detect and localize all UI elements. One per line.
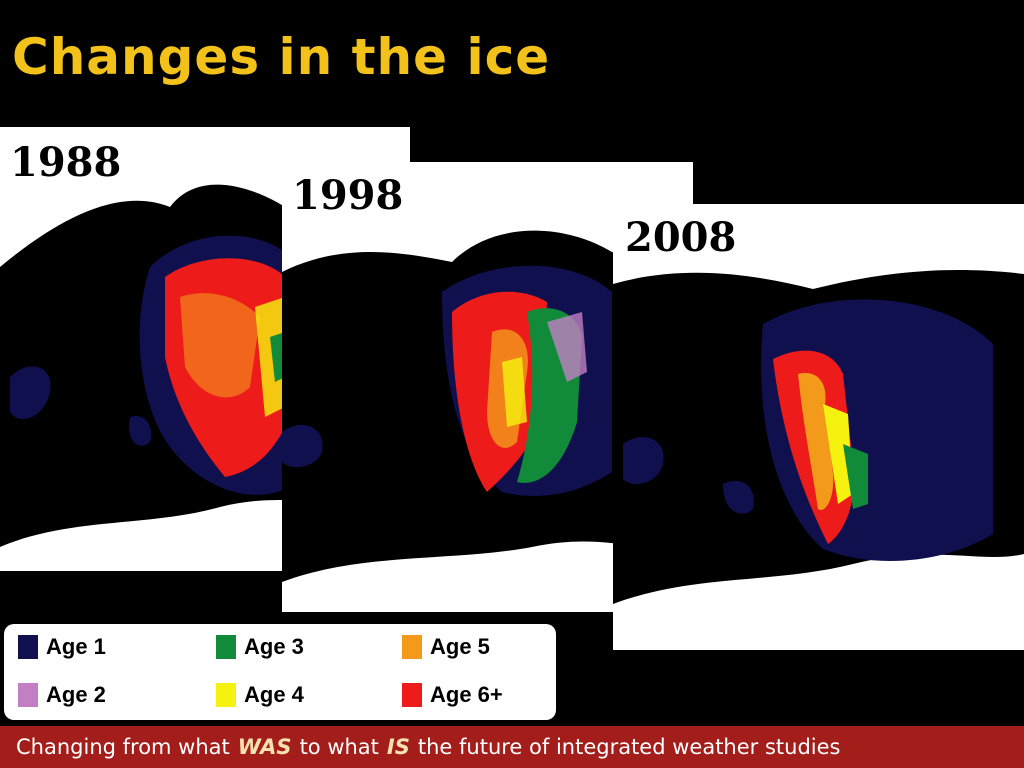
slide-title: Changes in the ice: [12, 28, 551, 86]
footer-bar: Changing from what WAS to what IS the fu…: [0, 726, 1024, 768]
legend-item-age-6-plus: Age 6+: [402, 682, 503, 708]
map-year-2008: 2008: [625, 214, 737, 261]
footer-text-part2: to what: [299, 735, 379, 759]
legend-item-age-5: Age 5: [402, 634, 490, 660]
legend-item-age-4: Age 4: [216, 682, 304, 708]
map-year-1988: 1988: [10, 139, 122, 186]
legend-item-age-3: Age 3: [216, 634, 304, 660]
map-year-1998: 1998: [292, 172, 404, 219]
footer-text-part3: the future of integrated weather studies: [417, 735, 841, 759]
ice-map-2008: 2008: [613, 204, 1024, 650]
legend-swatch-age-6-plus: [402, 683, 422, 707]
legend-label-age-4: Age 4: [244, 682, 304, 707]
legend-label-age-1: Age 1: [46, 634, 106, 659]
footer-text-part1: Changing from what: [16, 735, 230, 759]
legend-label-age-2: Age 2: [46, 682, 106, 707]
legend-item-age-1: Age 1: [18, 634, 106, 660]
ice-age-legend: Age 1 Age 2 Age 3 Age 4 Age 5 Age 6+: [4, 624, 556, 720]
legend-label-age-3: Age 3: [244, 634, 304, 659]
legend-label-age-5: Age 5: [430, 634, 490, 659]
legend-swatch-age-1: [18, 635, 38, 659]
legend-swatch-age-3: [216, 635, 236, 659]
footer-emphasis-was: WAS: [237, 735, 292, 759]
ice-map-2008-image: [613, 204, 1024, 650]
legend-item-age-2: Age 2: [18, 682, 106, 708]
footer-emphasis-is: IS: [386, 735, 410, 759]
legend-swatch-age-5: [402, 635, 422, 659]
legend-swatch-age-4: [216, 683, 236, 707]
legend-swatch-age-2: [18, 683, 38, 707]
legend-label-age-6-plus: Age 6+: [430, 682, 503, 707]
